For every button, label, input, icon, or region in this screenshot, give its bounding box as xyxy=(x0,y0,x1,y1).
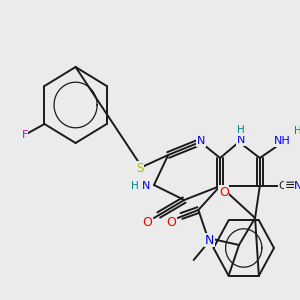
Text: O: O xyxy=(142,215,152,229)
Text: N: N xyxy=(197,136,206,146)
Text: N: N xyxy=(205,233,214,247)
Text: NH: NH xyxy=(274,136,291,146)
Text: N: N xyxy=(142,181,151,191)
Text: H: H xyxy=(294,126,300,136)
Text: N: N xyxy=(294,181,300,191)
Text: N: N xyxy=(237,135,245,145)
Text: ≡: ≡ xyxy=(285,179,295,193)
Text: H: H xyxy=(237,125,245,135)
Text: O: O xyxy=(166,217,176,230)
Text: F: F xyxy=(21,130,28,140)
Text: S: S xyxy=(136,161,143,175)
Text: H: H xyxy=(131,181,139,191)
Text: O: O xyxy=(219,185,229,199)
Text: C: C xyxy=(279,181,286,191)
